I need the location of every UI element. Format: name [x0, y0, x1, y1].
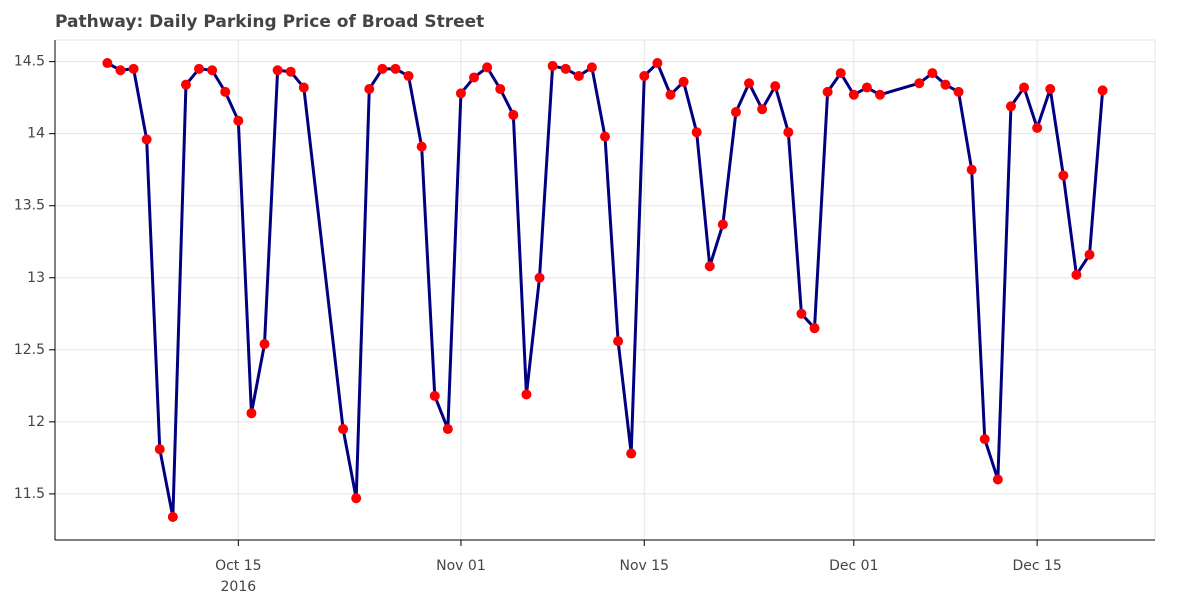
point — [639, 71, 650, 82]
point — [560, 63, 571, 74]
point — [979, 434, 990, 445]
point — [573, 71, 584, 82]
point — [1071, 269, 1082, 280]
point — [495, 83, 506, 94]
x-tick-label: Oct 15 — [215, 558, 261, 574]
point — [626, 448, 637, 459]
point — [796, 308, 807, 319]
point — [285, 66, 296, 77]
point — [966, 164, 977, 175]
point — [128, 63, 139, 74]
point — [678, 76, 689, 87]
y-tick-label: 13.5 — [14, 198, 45, 214]
point — [207, 65, 218, 76]
point — [861, 82, 872, 93]
point — [508, 109, 519, 120]
point — [717, 219, 728, 230]
x-tick-label: Dec 15 — [1012, 558, 1061, 574]
point — [390, 63, 401, 74]
point — [704, 261, 715, 272]
point — [600, 131, 610, 142]
point — [848, 89, 859, 100]
point — [429, 390, 440, 401]
point — [730, 107, 741, 118]
x-year-label: 2016 — [221, 579, 257, 595]
point — [809, 323, 820, 334]
point — [180, 79, 191, 90]
y-tick-label: 12 — [27, 414, 45, 430]
point — [1019, 82, 1030, 93]
point — [167, 511, 178, 522]
x-tick-label: Nov 15 — [619, 558, 669, 574]
point — [194, 63, 205, 74]
point — [1045, 83, 1056, 94]
x-tick-label: Nov 01 — [436, 558, 486, 574]
point — [364, 83, 375, 94]
point — [259, 339, 270, 350]
point — [351, 493, 362, 504]
y-tick-label: 13 — [27, 270, 45, 286]
point — [665, 89, 676, 100]
point — [141, 134, 152, 145]
plot-frame — [54, 39, 1156, 541]
point — [940, 79, 951, 90]
point — [744, 78, 755, 89]
point — [914, 78, 925, 89]
point — [403, 71, 414, 82]
point — [534, 272, 545, 283]
point — [233, 115, 244, 126]
point — [822, 86, 833, 97]
point — [835, 68, 846, 79]
point — [613, 336, 624, 347]
point — [927, 68, 938, 79]
point — [1005, 101, 1016, 112]
point — [469, 72, 480, 83]
point — [1097, 85, 1108, 96]
point — [1084, 249, 1095, 260]
point — [482, 62, 493, 73]
y-tick-label: 12.5 — [14, 342, 45, 358]
point — [220, 86, 231, 97]
y-tick-label: 14.5 — [14, 54, 45, 70]
x-tick-label: Dec 01 — [829, 558, 878, 574]
point — [652, 58, 663, 69]
point — [783, 127, 794, 138]
point — [992, 474, 1003, 485]
point — [377, 63, 388, 74]
point — [757, 104, 768, 115]
point — [298, 82, 309, 93]
y-tick-label: 14 — [27, 126, 45, 142]
line — [106, 61, 1105, 519]
point — [521, 389, 532, 400]
point — [246, 408, 257, 419]
point — [586, 62, 597, 73]
point — [442, 424, 453, 435]
point — [455, 88, 466, 99]
chart-title: Pathway: Daily Parking Price of Broad St… — [55, 12, 484, 32]
point — [416, 141, 427, 152]
point — [338, 424, 349, 435]
point — [953, 86, 964, 97]
point — [1032, 122, 1043, 133]
point — [691, 127, 702, 138]
point — [154, 444, 165, 455]
point — [102, 58, 113, 69]
point — [115, 65, 126, 76]
point — [1058, 170, 1069, 181]
point — [547, 60, 558, 71]
point — [770, 81, 781, 92]
y-tick-label: 11.5 — [14, 486, 45, 502]
point — [875, 89, 885, 100]
point — [272, 65, 283, 76]
